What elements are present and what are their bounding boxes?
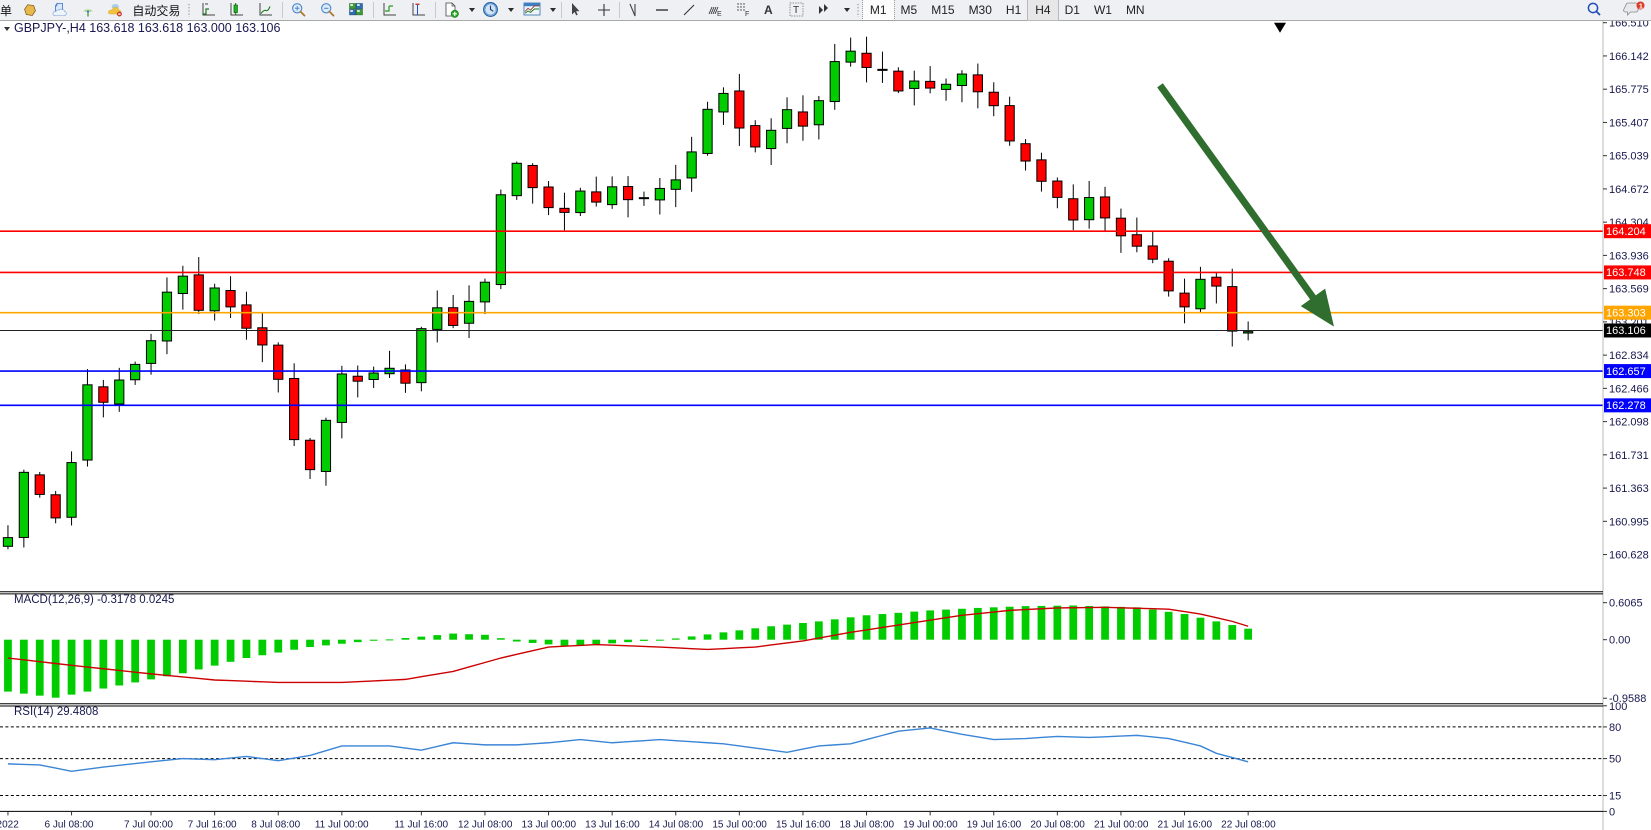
- svg-text:15 Jul 16:00: 15 Jul 16:00: [776, 819, 831, 830]
- svg-text:1: 1: [1639, 1, 1643, 10]
- svg-text:162.657: 162.657: [1606, 366, 1646, 378]
- svg-text:7 Jul 16:00: 7 Jul 16:00: [188, 819, 237, 830]
- svg-text:T: T: [793, 5, 799, 16]
- svg-text:11 Jul 00:00: 11 Jul 00:00: [315, 819, 369, 830]
- svg-text:GBPJPY-,H4 163.618 163.618 16: GBPJPY-,H4 163.618 163.618 163.000 163.1…: [14, 21, 280, 35]
- svg-text:0.6065: 0.6065: [1609, 598, 1643, 610]
- svg-text:A: A: [764, 3, 773, 17]
- svg-text:163.936: 163.936: [1609, 250, 1649, 262]
- svg-text:21 Jul 16:00: 21 Jul 16:00: [1158, 819, 1213, 830]
- svg-text:161.731: 161.731: [1609, 450, 1649, 462]
- svg-text:100: 100: [1609, 701, 1627, 713]
- svg-text:11 Jul 16:00: 11 Jul 16:00: [394, 819, 448, 830]
- svg-text:F: F: [745, 11, 749, 18]
- svg-text:8 Jul 08:00: 8 Jul 08:00: [251, 819, 300, 830]
- svg-text:22 Jul 08:00: 22 Jul 08:00: [1221, 819, 1276, 830]
- svg-text:21 Jul 00:00: 21 Jul 00:00: [1094, 819, 1149, 830]
- svg-text:162.098: 162.098: [1609, 417, 1649, 429]
- svg-text:161.363: 161.363: [1609, 483, 1649, 495]
- svg-text:163.569: 163.569: [1609, 284, 1649, 296]
- svg-text:14 Jul 08:00: 14 Jul 08:00: [649, 819, 704, 830]
- svg-text:15 Jul 00:00: 15 Jul 00:00: [712, 819, 767, 830]
- svg-text:164.204: 164.204: [1606, 226, 1646, 238]
- svg-text:15: 15: [1609, 791, 1621, 803]
- svg-text:164.672: 164.672: [1609, 184, 1649, 196]
- svg-text:6 Jul 08:00: 6 Jul 08:00: [45, 819, 94, 830]
- svg-text:RSI(14) 29.4808: RSI(14) 29.4808: [14, 706, 98, 718]
- svg-text:80: 80: [1609, 722, 1621, 734]
- svg-text:163.106: 163.106: [1606, 325, 1646, 337]
- svg-text:163.748: 163.748: [1606, 267, 1646, 279]
- svg-text:20 Jul 08:00: 20 Jul 08:00: [1030, 819, 1085, 830]
- svg-text:160.995: 160.995: [1609, 516, 1649, 528]
- svg-text:0: 0: [1609, 806, 1615, 818]
- svg-text:50: 50: [1609, 754, 1621, 766]
- svg-text:18 Jul 08:00: 18 Jul 08:00: [840, 819, 895, 830]
- svg-text:165.775: 165.775: [1609, 84, 1649, 96]
- svg-text:13 Jul 16:00: 13 Jul 16:00: [585, 819, 640, 830]
- svg-text:162.466: 162.466: [1609, 383, 1649, 395]
- svg-text:162.834: 162.834: [1609, 350, 1649, 362]
- svg-text:13 Jul 00:00: 13 Jul 00:00: [522, 819, 577, 830]
- svg-text:162.278: 162.278: [1606, 400, 1646, 412]
- svg-text:0.00: 0.00: [1609, 635, 1630, 647]
- svg-text:E: E: [717, 11, 722, 18]
- svg-text:MACD(12,26,9) -0.3178 0.0245: MACD(12,26,9) -0.3178 0.0245: [14, 594, 174, 606]
- svg-text:165.039: 165.039: [1609, 151, 1649, 163]
- svg-text:160.628: 160.628: [1609, 550, 1649, 562]
- svg-text:163.303: 163.303: [1606, 307, 1646, 319]
- svg-text:165.407: 165.407: [1609, 117, 1649, 129]
- svg-text:166.142: 166.142: [1609, 51, 1649, 63]
- svg-text:Jul 2022: Jul 2022: [0, 819, 19, 830]
- svg-text:19 Jul 16:00: 19 Jul 16:00: [967, 819, 1022, 830]
- svg-text:12 Jul 08:00: 12 Jul 08:00: [458, 819, 513, 830]
- svg-text:19 Jul 00:00: 19 Jul 00:00: [903, 819, 958, 830]
- svg-text:7 Jul 00:00: 7 Jul 00:00: [124, 819, 173, 830]
- svg-text:166.510: 166.510: [1609, 21, 1649, 30]
